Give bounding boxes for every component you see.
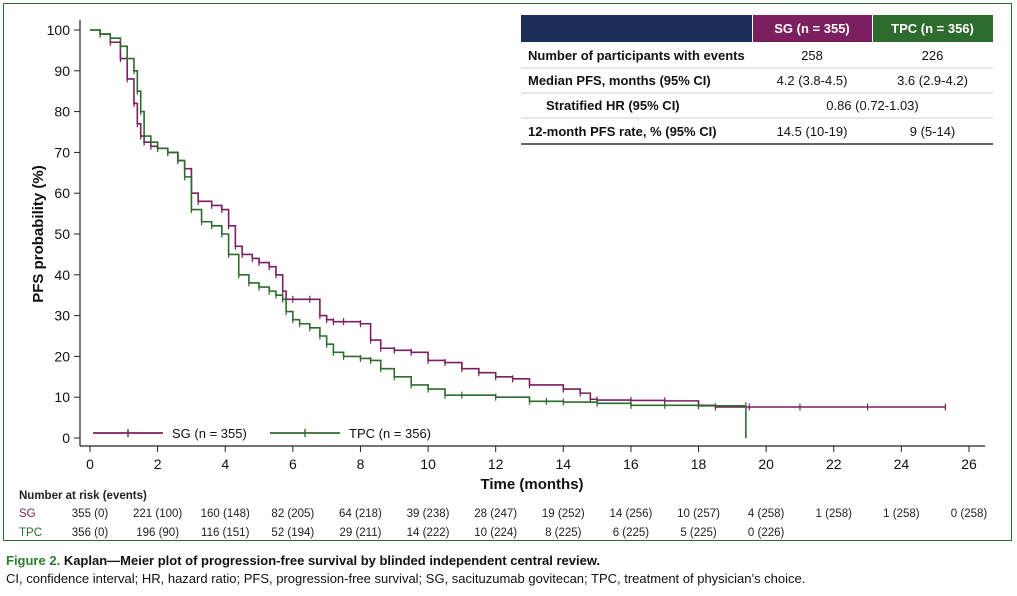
- y-tick-label: 90: [54, 63, 70, 79]
- y-tick-label: 10: [54, 389, 70, 405]
- risk-sg-value: 221 (100): [133, 508, 182, 520]
- legend-sg-label: SG (n = 355): [172, 426, 247, 441]
- x-tick-label: 12: [488, 456, 504, 472]
- caption-figure-label: Figure 2.: [6, 553, 61, 568]
- table-cell-tpc: 226: [922, 48, 944, 63]
- risk-sg-value: 1 (258): [816, 508, 853, 520]
- x-tick-label: 6: [289, 456, 297, 472]
- y-tick-label: 80: [54, 104, 70, 120]
- risk-tpc-value: 52 (194): [271, 527, 314, 539]
- risk-label-tpc: TPC: [19, 527, 42, 539]
- table-header-sg: SG (n = 355): [774, 21, 850, 36]
- risk-sg-value: 28 (247): [474, 508, 517, 520]
- y-tick-label: 40: [54, 267, 70, 283]
- caption-title: Kaplan—Meier plot of progression-free su…: [63, 553, 601, 568]
- y-tick-label: 100: [47, 22, 71, 38]
- table-row-label: Stratified HR (95% CI): [546, 98, 680, 113]
- y-tick-label: 60: [54, 185, 70, 201]
- x-tick-label: 24: [894, 456, 910, 472]
- table-cell-tpc: 3.6 (2.9-4.2): [897, 73, 968, 88]
- figure-caption: Figure 2. Kaplan—Meier plot of progressi…: [6, 553, 1006, 589]
- risk-sg-value: 0 (258): [951, 508, 988, 520]
- table-cell-merged: 0.86 (0.72-1.03): [826, 98, 919, 113]
- y-tick-label: 0: [62, 430, 70, 446]
- risk-tpc-value: 5 (225): [680, 527, 717, 539]
- x-tick-label: 26: [961, 456, 977, 472]
- risk-tpc-value: 29 (211): [339, 527, 381, 539]
- risk-sg-value: 355 (0): [72, 508, 109, 520]
- risk-sg-value: 4 (258): [748, 508, 785, 520]
- x-tick-label: 10: [420, 456, 436, 472]
- x-axis-title: Time (months): [480, 476, 583, 493]
- x-tick-label: 8: [357, 456, 365, 472]
- risk-sg-value: 64 (218): [339, 508, 382, 520]
- summary-table: SG (n = 355) TPC (n = 356) Number of parti…: [521, 15, 993, 145]
- table-row-label: Number of participants with events: [528, 48, 745, 63]
- risk-sg-value: 14 (256): [610, 508, 653, 520]
- x-tick-label: 2: [154, 456, 162, 472]
- y-tick-label: 70: [54, 144, 70, 160]
- x-tick-label: 20: [758, 456, 774, 472]
- figure-frame: [3, 3, 1012, 541]
- table-cell-sg: 258: [801, 48, 823, 63]
- risk-sg-value: 10 (257): [677, 508, 720, 520]
- table-cell-tpc: 9 (5-14): [910, 124, 956, 139]
- risk-tpc-value: 116 (151): [201, 527, 250, 539]
- table-header-sg-bg: [753, 15, 872, 42]
- x-tick-label: 14: [556, 456, 572, 472]
- risk-tpc-value: 8 (225): [545, 527, 582, 539]
- y-tick-label: 20: [54, 348, 70, 364]
- risk-sg-value: 82 (205): [271, 508, 314, 520]
- chart-curves: [90, 29, 946, 438]
- risk-table: Number at risk (events) SG TPC 355 (0) 221 (…: [19, 490, 987, 539]
- chart-legend: SG (n = 355) TPC (n = 356): [93, 426, 431, 441]
- risk-sg-value: 19 (252): [542, 508, 585, 520]
- risk-sg-value: 1 (258): [883, 508, 920, 520]
- table-cell-sg: 4.2 (3.8-4.5): [777, 73, 848, 88]
- legend-tpc-label: TPC (n = 356): [349, 426, 431, 441]
- risk-tpc-value: 6 (225): [613, 527, 650, 539]
- x-tick-label: 22: [826, 456, 842, 472]
- table-row-label: 12-month PFS rate, % (95% CI): [528, 124, 717, 139]
- risk-tpc-value: 356 (0): [72, 527, 109, 539]
- risk-title: Number at risk (events): [19, 490, 147, 502]
- table-cell-sg: 14.5 (10-19): [777, 124, 848, 139]
- table-row-label: Median PFS, months (95% CI): [528, 73, 711, 88]
- risk-sg-value: 160 (148): [201, 508, 250, 520]
- risk-tpc-value: 0 (226): [748, 527, 785, 539]
- caption-abbreviations: CI, confidence interval; HR, hazard rati…: [6, 571, 806, 586]
- tpc-curve: [90, 29, 746, 407]
- risk-sg-value: 39 (238): [407, 508, 450, 520]
- table-header-blank: [521, 15, 752, 42]
- risk-tpc-value: 14 (222): [407, 527, 450, 539]
- risk-tpc-value: 196 (90): [136, 527, 179, 539]
- x-tick-label: 16: [623, 456, 639, 472]
- y-axis-title: PFS probability (%): [30, 165, 47, 303]
- table-header-tpc: TPC (n = 356): [891, 21, 974, 36]
- y-tick-label: 30: [54, 308, 70, 324]
- risk-label-sg: SG: [19, 508, 36, 520]
- y-tick-label: 50: [54, 226, 70, 242]
- x-tick-label: 0: [86, 456, 94, 472]
- risk-tpc-value: 10 (224): [474, 527, 517, 539]
- table-header-tpc-bg: [873, 15, 993, 42]
- x-tick-label: 18: [691, 456, 707, 472]
- x-tick-label: 4: [221, 456, 229, 472]
